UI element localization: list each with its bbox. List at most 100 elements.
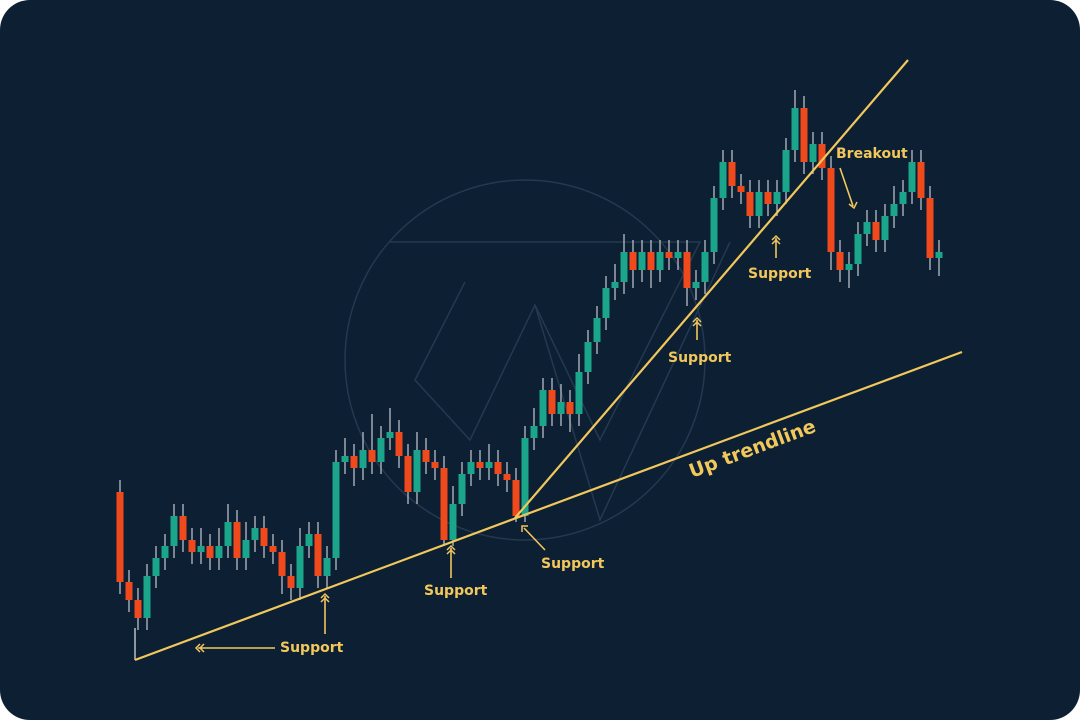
candle-body [161,546,169,558]
candle-up [458,462,466,516]
candle-down [827,156,835,270]
candle-up [710,186,718,264]
candle-body [548,390,556,414]
candle-up [386,408,394,450]
candle-up [602,276,610,330]
candle-body [494,462,502,474]
candle-body [233,522,241,558]
candle-body [710,198,718,252]
candle-body [125,582,133,600]
candle-body [440,468,448,540]
candle-down [431,450,439,480]
candle-body [386,432,394,438]
candle-down [872,210,880,252]
support-label-5: Support [748,266,812,282]
support-arrow-4 [523,527,546,551]
candle-body [593,318,601,342]
candle-body [827,168,835,252]
candle-down [800,96,808,174]
candle-body [449,504,457,540]
candle-up [197,528,205,564]
candle-down [494,450,502,486]
candle-body [584,342,592,372]
candle-body [314,534,322,576]
candle-body [638,252,646,270]
candle-up [692,270,700,300]
breakout-arrow [839,167,854,207]
candle-down [818,132,826,180]
candle-body [224,522,232,546]
candle-up [863,210,871,246]
candle-body [269,546,277,552]
candle-down [350,444,358,486]
candle-down [746,180,754,228]
support-label-3: Support [541,556,605,572]
candle-body [881,216,889,240]
candle-body [683,252,691,288]
candle-down [548,378,556,426]
candle-body [215,546,223,558]
candle-body [845,264,853,270]
candle-up [251,516,259,552]
candle-down [116,480,124,594]
candle-down [287,564,295,600]
candle-down [647,240,655,288]
candle-up [620,234,628,294]
candle-up [908,150,916,204]
trendline-label: Up trendline [686,415,819,482]
candle-body [467,462,475,474]
candle-body [647,252,655,270]
candle-up [719,150,727,210]
candle-body [872,222,880,240]
candle-up [611,264,619,300]
candle-up [413,432,421,504]
candle-body [764,192,772,204]
candle-body [620,252,628,282]
candle-up [881,204,889,252]
candles-group [116,90,943,630]
candle-up [359,432,367,480]
candle-body [458,474,466,504]
candle-up [467,450,475,486]
candle-body [746,192,754,216]
candle-body [197,546,205,552]
candle-body [863,222,871,234]
candle-body [728,162,736,186]
candle-body [782,150,790,192]
breakout-label: Breakout [836,146,908,162]
candle-body [656,252,664,270]
candle-down [926,186,934,270]
candle-up [161,534,169,570]
candle-body [413,450,421,492]
candle-body [575,372,583,414]
candle-body [278,552,286,576]
candle-body [755,192,763,216]
candle-down [134,588,142,630]
candle-body [143,576,151,618]
candle-body [899,192,907,204]
candle-up [773,180,781,216]
candle-up [242,522,250,570]
candle-body [566,402,574,414]
candle-up [539,378,547,438]
candle-up [935,240,943,276]
candle-body [395,432,403,456]
candle-down [269,534,277,564]
candle-body [701,252,709,282]
candle-body [791,108,799,150]
candle-body [854,234,862,264]
candle-down [836,240,844,282]
candle-down [368,414,376,474]
candle-body [431,462,439,468]
support-label-4: Support [668,350,732,366]
candle-down [566,390,574,432]
candle-up [296,528,304,600]
candle-down [125,570,133,612]
candle-down [179,504,187,552]
support-label-2: Support [424,583,488,599]
candle-body [368,450,376,462]
candle-up [791,90,799,162]
candle-up [845,252,853,288]
candle-body [692,282,700,288]
